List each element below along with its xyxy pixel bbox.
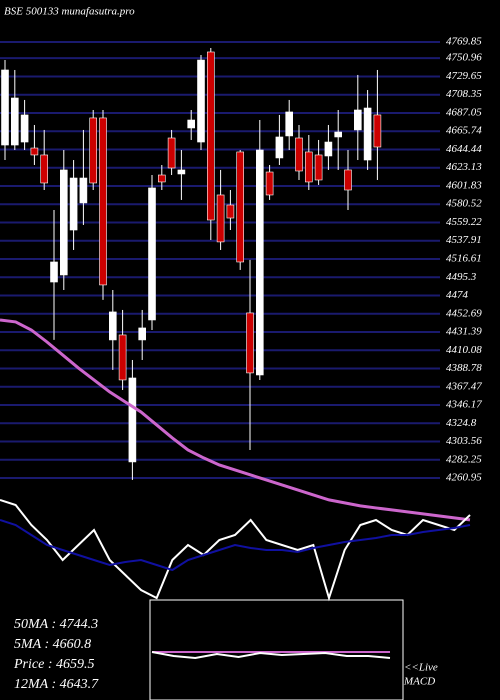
y-tick-label: 4388.78 [446, 362, 482, 374]
candle-body [20, 114, 29, 143]
y-tick-label: 4495.3 [446, 271, 477, 283]
y-tick-label: 4260.95 [446, 472, 482, 484]
y-tick-label: 4644.44 [446, 143, 482, 155]
y-tick-label: 4708.35 [446, 88, 482, 100]
annotation: 5MA : 4660.8 [14, 637, 91, 652]
y-tick-label: 4452.69 [446, 307, 482, 319]
annotation: <<Live [404, 662, 438, 674]
candle-body [59, 169, 68, 276]
moving-average [0, 318, 471, 522]
candle-body [314, 154, 323, 181]
y-tick-label: 4769.85 [446, 36, 482, 48]
candle-body [148, 187, 156, 321]
candle-body [353, 109, 362, 131]
annotation: 12MA : 4643.7 [14, 677, 99, 692]
candle-body [177, 169, 186, 175]
candle-body [30, 147, 39, 156]
indicator-line [0, 519, 471, 572]
candle-body [373, 114, 382, 148]
candle-body [324, 141, 333, 157]
y-tick-label: 4367.47 [446, 380, 482, 392]
y-tick-label: 4665.74 [446, 125, 482, 137]
y-tick-label: 4580.52 [446, 198, 482, 210]
y-tick-label: 4346.17 [446, 399, 482, 411]
y-tick-label: 4687.05 [446, 106, 482, 118]
candle-body [99, 117, 107, 286]
candle-body [275, 136, 284, 159]
candle-body [158, 174, 166, 183]
candle-body [197, 59, 205, 143]
indicator-line [151, 651, 391, 660]
y-tick-label: 4282.25 [446, 453, 482, 465]
candle-body [285, 111, 294, 137]
y-tick-label: 4559.22 [446, 216, 482, 228]
candle-body [187, 119, 195, 129]
chart-title: BSE 500133 munafasutra.pro [4, 6, 135, 18]
annotation: MACD [403, 676, 435, 688]
candle-body [89, 117, 97, 184]
y-tick-label: 4750.96 [446, 52, 482, 64]
candle-body [1, 69, 9, 146]
candle-body [344, 169, 352, 191]
candle-body [304, 151, 313, 183]
candle-body [118, 334, 127, 381]
candle-body [363, 107, 372, 161]
y-tick-label: 4410.08 [446, 344, 482, 356]
candle-body [334, 131, 343, 138]
y-tick-label: 4324.8 [446, 417, 477, 429]
candle-body [109, 311, 117, 341]
y-tick-label: 4601.83 [446, 179, 482, 191]
candle-body [246, 312, 254, 374]
y-tick-label: 4516.61 [446, 252, 482, 264]
candle-body [226, 204, 235, 219]
candle-body [265, 171, 274, 196]
y-tick-label: 4537.91 [446, 234, 482, 246]
candle-body [40, 154, 49, 184]
macd-panel [149, 599, 404, 700]
candle-body [216, 194, 225, 243]
candle-body [207, 51, 215, 221]
annotation: Price : 4659.5 [13, 657, 94, 672]
candle-body [295, 137, 303, 172]
indicator-line [0, 499, 471, 602]
y-tick-label: 4303.56 [446, 435, 482, 447]
annotation: 50MA : 4744.3 [14, 617, 98, 632]
candle-body [69, 177, 78, 231]
candle-body [236, 151, 244, 263]
y-tick-label: 4623.13 [446, 161, 482, 173]
y-tick-label: 4431.39 [446, 326, 482, 338]
candle-body [79, 177, 88, 204]
candle-body [167, 137, 176, 169]
candle-body [50, 261, 58, 283]
candle-body [138, 327, 146, 341]
candle-body [255, 149, 264, 376]
y-tick-label: 4729.65 [446, 70, 482, 82]
y-tick-label: 4474 [446, 289, 469, 301]
candle-body [128, 377, 137, 463]
candle-body [11, 97, 19, 146]
